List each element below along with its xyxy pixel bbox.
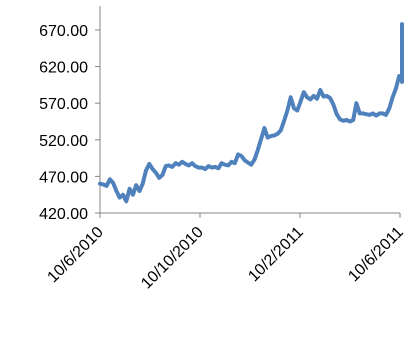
x-tick-label: 10/2/2011 xyxy=(245,224,307,286)
y-tick-label: 520.00 xyxy=(39,133,88,150)
x-tick-label: 10/6/2011 xyxy=(345,224,406,286)
series-layer xyxy=(98,22,404,204)
y-tick-label: 670.00 xyxy=(39,23,88,40)
y-axis-ticks: 420.00 470.00 520.00 570.00 620.00 670.00 xyxy=(39,23,100,223)
x-axis-ticks: 10/6/2010 10/10/2010 10/2/2011 10/6/2011 xyxy=(44,213,406,292)
x-tick-label: 10/6/2010 xyxy=(44,224,106,286)
axes xyxy=(99,6,400,214)
y-tick-label: 420.00 xyxy=(39,206,88,223)
y-tick-label: 470.00 xyxy=(39,169,88,186)
x-tick-label: 10/10/2010 xyxy=(138,224,207,293)
y-tick-label: 570.00 xyxy=(39,96,88,113)
y-tick-label: 620.00 xyxy=(39,60,88,77)
series-line xyxy=(98,22,404,204)
